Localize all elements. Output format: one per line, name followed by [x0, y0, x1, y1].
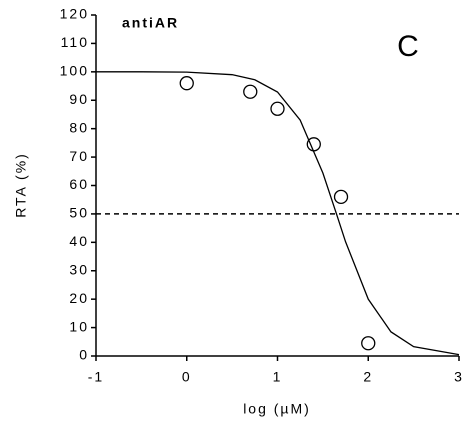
annotation: antiAR: [122, 15, 179, 31]
x-tick-label: 0: [182, 369, 192, 385]
y-tick-label: 50: [69, 205, 89, 221]
y-tick-label: 10: [69, 318, 89, 334]
x-tick-label: 2: [363, 369, 373, 385]
y-tick-label: 100: [60, 63, 89, 79]
y-axis-label: RTA (%): [13, 152, 29, 218]
data-point: [361, 336, 376, 351]
y-tick-label: 70: [69, 148, 89, 164]
x-tick-label: -1: [88, 369, 104, 385]
x-tick-label: 1: [273, 369, 283, 385]
x-tick-label: 3: [454, 369, 464, 385]
data-point: [270, 101, 285, 116]
fit-curve: [96, 71, 460, 356]
y-tick-label: 60: [69, 176, 89, 192]
data-point: [243, 84, 258, 99]
x-axis-label: log (µM): [243, 401, 311, 417]
data-point: [333, 189, 349, 205]
panel-label: C: [397, 30, 419, 63]
y-tick-label: 40: [69, 233, 89, 249]
y-tick-label: 20: [69, 290, 89, 306]
y-tick-label: 0: [79, 347, 89, 363]
data-point: [179, 76, 194, 91]
y-tick-label: 30: [69, 261, 89, 277]
y-tick-label: 80: [69, 119, 89, 135]
y-tick-label: 90: [69, 91, 89, 107]
y-tick-label: 110: [61, 34, 89, 50]
y-tick-label: 120: [60, 6, 89, 22]
